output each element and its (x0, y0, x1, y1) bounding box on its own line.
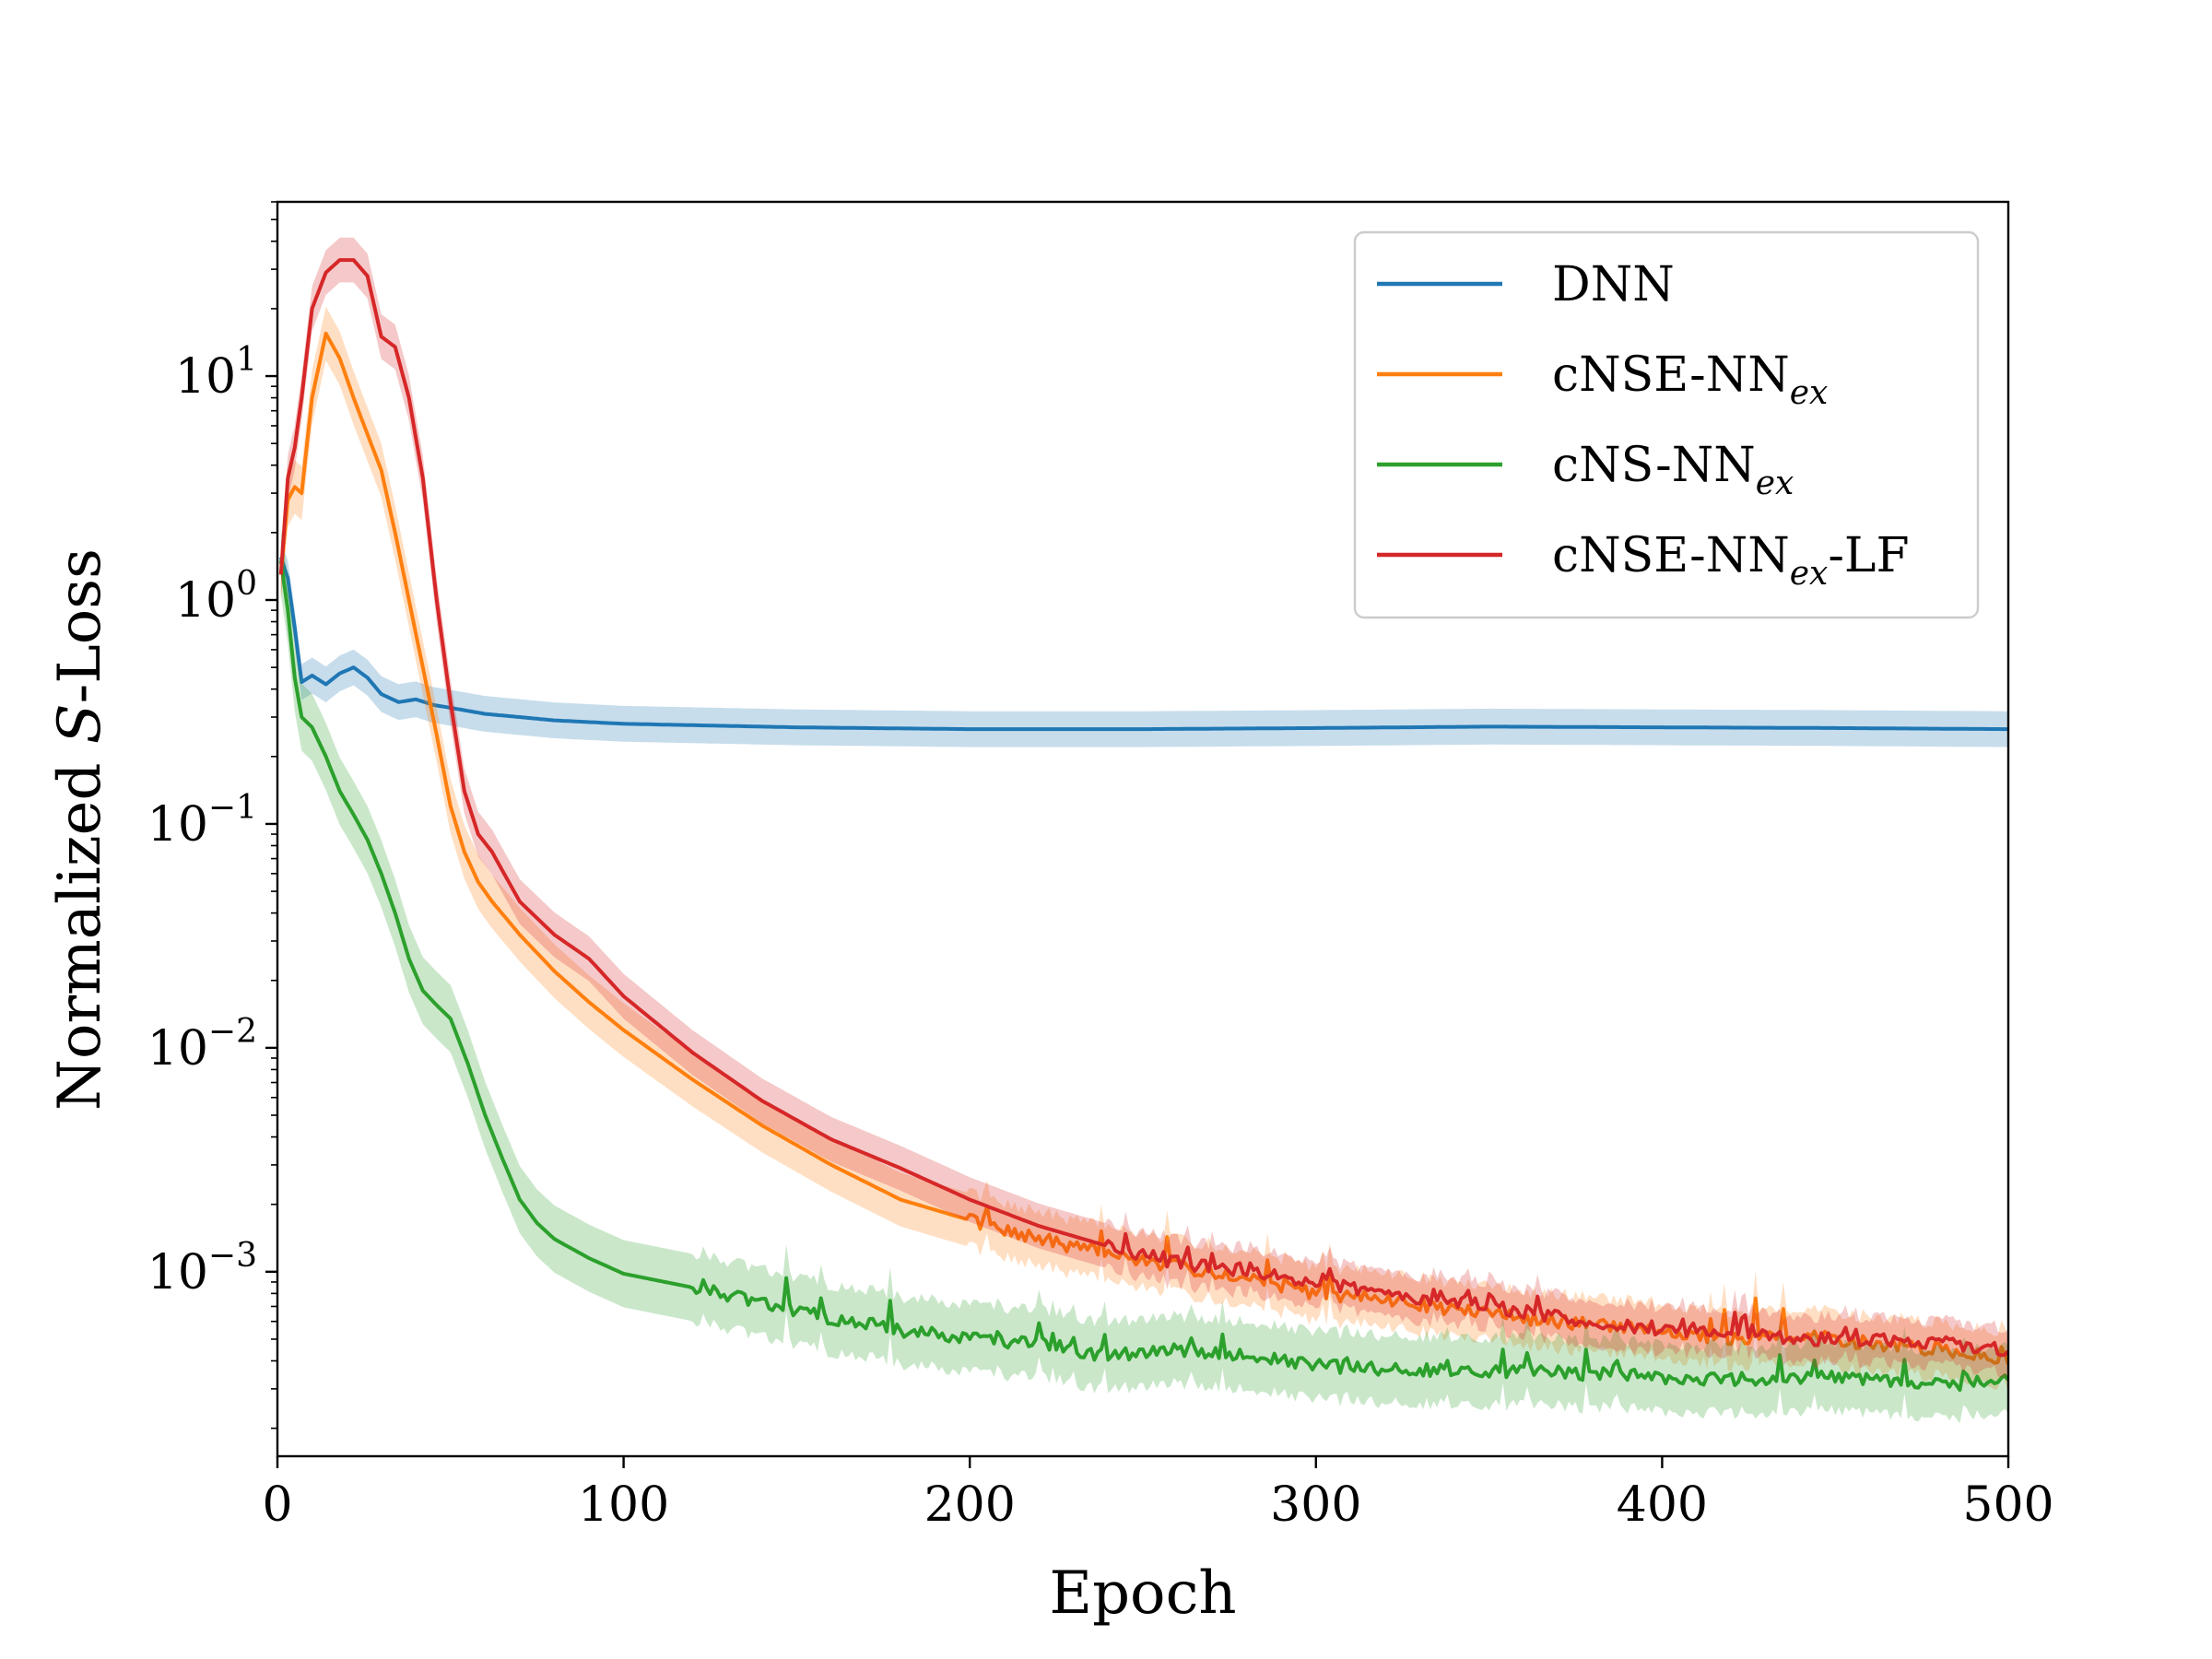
legend-entries: DNN cNSE-NNex cNS-NNex cNSE-NNex-LF (1377, 257, 1910, 593)
x-tick-label: 300 (1270, 1477, 1361, 1533)
y-tick-label: 10−2 (147, 1013, 257, 1077)
x-tick-label: 100 (578, 1477, 669, 1533)
y-tick-label: 101 (175, 341, 257, 405)
x-axis: 0 100 200 300 400 500 (262, 1456, 2054, 1533)
y-tick-label: 10−3 (147, 1237, 257, 1300)
x-tick-label: 0 (262, 1477, 292, 1533)
series-line-2 (278, 559, 2008, 1393)
x-tick-label: 200 (924, 1477, 1016, 1533)
legend: DNN cNSE-NNex cNS-NNex cNSE-NNex-LF (1353, 230, 1980, 619)
x-tick-label: 400 (1617, 1477, 1708, 1533)
series-layer (278, 237, 2008, 1424)
plot-frame (276, 200, 2010, 1458)
legend-box (1353, 230, 1980, 619)
x-tick-label: 500 (1962, 1477, 2053, 1533)
series-line-0 (278, 557, 2008, 732)
series-line-3 (278, 258, 2008, 1358)
legend-label: cNS-NNex (1552, 438, 1794, 502)
y-tick-label: 10−1 (147, 789, 257, 853)
y-tick-label: 100 (175, 565, 257, 629)
legend-label: DNN (1552, 257, 1675, 312)
x-axis-title: Epoch (1049, 1559, 1236, 1628)
y-axis-title: Normalized S-Loss (46, 548, 114, 1111)
legend-label: cNSE-NNex-LF (1552, 528, 1910, 593)
legend-label: cNSE-NNex (1552, 347, 1828, 412)
y-axis: 101 100 10−1 10−2 10−3 (147, 201, 277, 1430)
